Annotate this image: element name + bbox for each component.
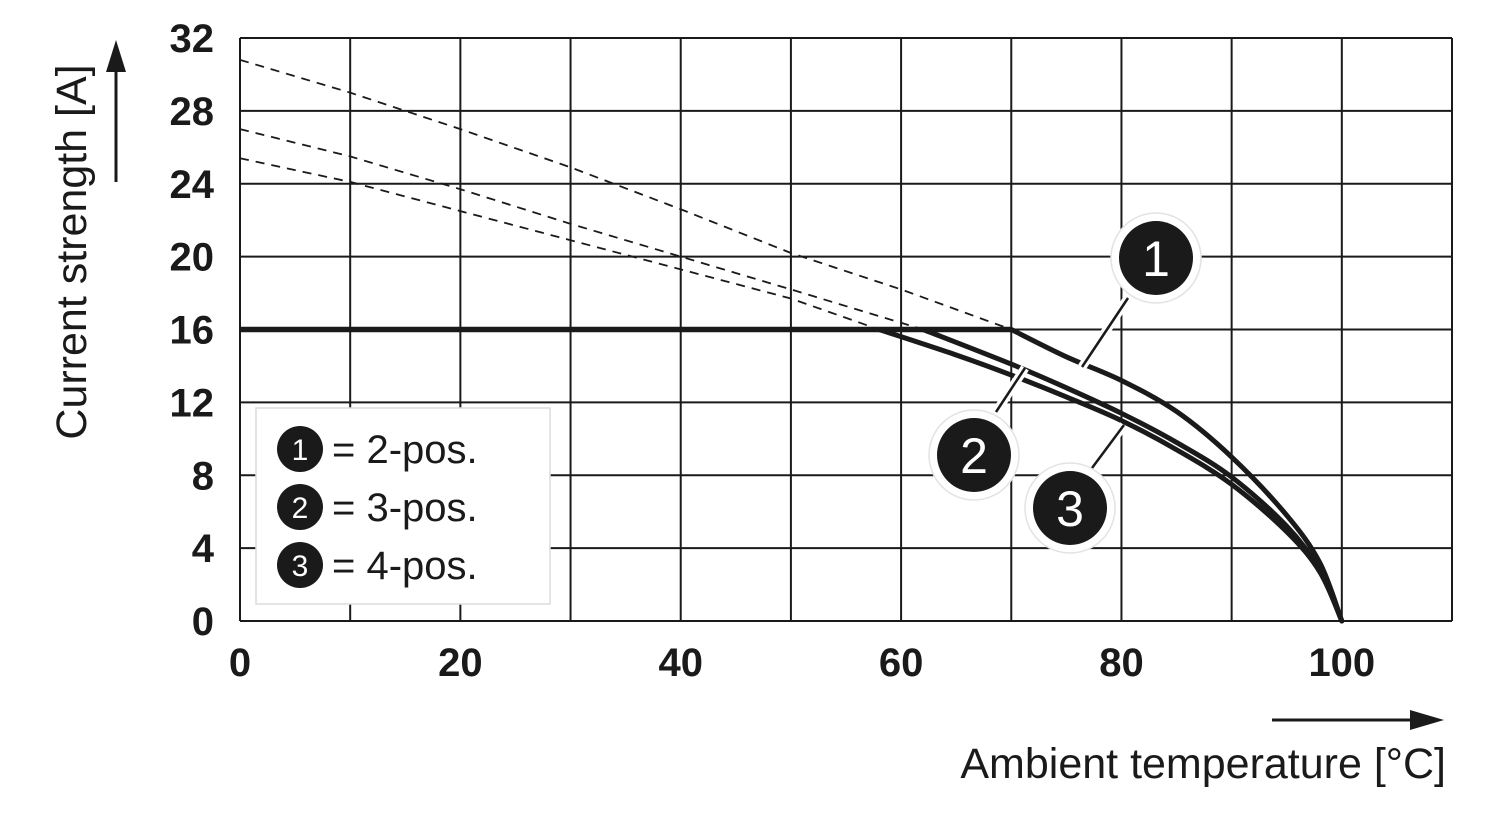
y-tick-label: 20 bbox=[170, 236, 215, 280]
curve-series-3 bbox=[876, 327, 1345, 624]
callout-badge-number: 3 bbox=[1056, 481, 1084, 537]
legend-label: = 2-pos. bbox=[332, 428, 478, 472]
callout-leader-1 bbox=[1080, 297, 1130, 368]
y-tick-label: 12 bbox=[170, 381, 215, 425]
callout-badge-number: 1 bbox=[1142, 231, 1170, 287]
callout-badge-1 bbox=[1119, 221, 1193, 295]
callout-leader-2 bbox=[994, 367, 1027, 413]
dashed-line-series-2 bbox=[239, 128, 924, 331]
y-tick-label: 24 bbox=[170, 163, 215, 207]
x-axis-title: Ambient temperature [°C] bbox=[960, 740, 1446, 788]
x-tick-label: 60 bbox=[879, 641, 924, 685]
y-tick-label: 4 bbox=[192, 527, 215, 571]
legend-badge-number: 1 bbox=[292, 434, 309, 467]
series-callouts: 1 2 3 bbox=[928, 212, 1202, 554]
curve-series-1 bbox=[1008, 327, 1345, 624]
y-axis-arrow-head bbox=[106, 40, 126, 72]
y-tick-label: 28 bbox=[170, 90, 215, 134]
legend: 1 = 2-pos. 2 = 3-pos. 3 = 4-pos. bbox=[255, 407, 551, 605]
x-tick-label: 100 bbox=[1308, 641, 1375, 685]
y-axis-title: Current strength [A] bbox=[48, 64, 96, 439]
legend-badge-3 bbox=[277, 542, 323, 588]
dashed-line-series-1 bbox=[239, 58, 1012, 331]
x-tick-label: 20 bbox=[438, 641, 483, 685]
x-axis-title-group: Ambient temperature [°C] bbox=[960, 710, 1446, 788]
y-tick-label: 16 bbox=[170, 309, 215, 353]
x-tick-label: 0 bbox=[229, 641, 251, 685]
legend-badge-2 bbox=[277, 484, 323, 530]
dashed-line-series-3 bbox=[239, 157, 880, 331]
y-tick-label: 32 bbox=[170, 17, 215, 61]
legend-label: = 4-pos. bbox=[332, 544, 478, 588]
callout-badge-number: 2 bbox=[960, 428, 988, 484]
x-tick-label: 80 bbox=[1099, 641, 1144, 685]
legend-label: = 3-pos. bbox=[332, 486, 478, 530]
callout-badge-2 bbox=[937, 418, 1011, 492]
x-tick-label: 40 bbox=[658, 641, 703, 685]
callout-badge-3 bbox=[1033, 471, 1107, 545]
dashed-extrapolations bbox=[239, 58, 1012, 331]
y-axis-title-group: Current strength [A] bbox=[48, 40, 126, 440]
y-tick-label: 0 bbox=[192, 600, 214, 644]
legend-badge-number: 2 bbox=[292, 492, 309, 525]
y-tick-label: 8 bbox=[192, 454, 214, 498]
callout-leader-3 bbox=[1090, 424, 1126, 469]
x-axis-arrow-head bbox=[1410, 710, 1444, 730]
legend-badge-number: 3 bbox=[292, 550, 309, 583]
series-lines bbox=[240, 326, 1345, 624]
legend-badge-1 bbox=[277, 426, 323, 472]
